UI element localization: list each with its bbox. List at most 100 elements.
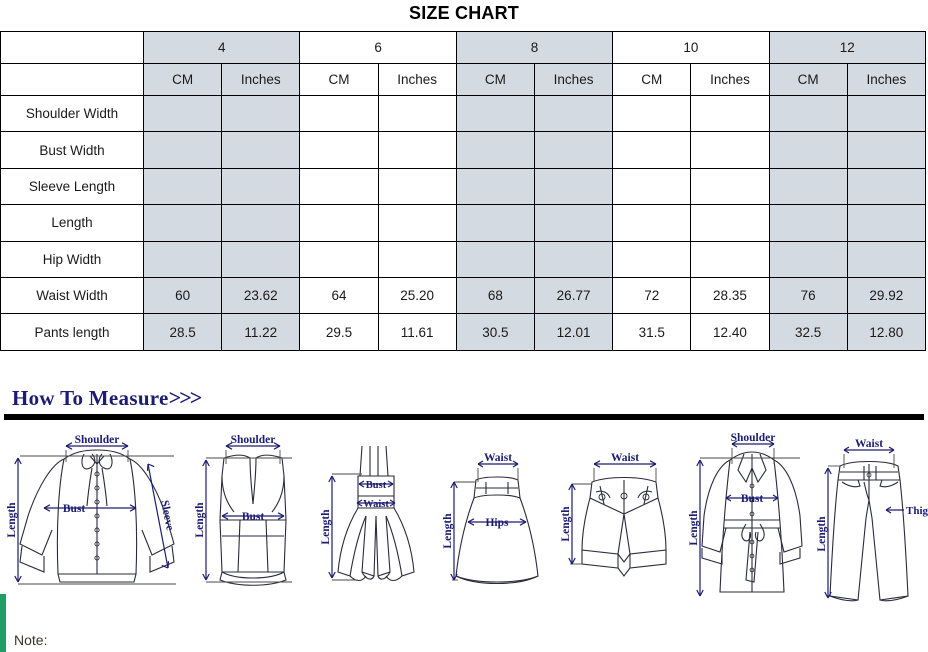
label-waist: Waist bbox=[363, 499, 389, 510]
cell bbox=[455, 204, 535, 242]
cell bbox=[221, 204, 301, 242]
cell bbox=[690, 131, 770, 169]
label-bust: Bust bbox=[63, 503, 86, 515]
cell bbox=[690, 240, 770, 278]
table-row: Length bbox=[0, 204, 926, 242]
cell bbox=[221, 167, 301, 206]
table-row: Waist Width 60 23.62 64 25.20 68 26.77 7… bbox=[0, 276, 926, 315]
cell bbox=[142, 94, 223, 133]
cell bbox=[377, 204, 457, 242]
label-length: Length bbox=[320, 509, 332, 545]
table-row: Sleeve Length bbox=[0, 167, 926, 206]
table-row-sizes: 4 6 8 10 12 bbox=[0, 31, 926, 64]
table-row-units: CM Inches CM Inches CM Inches CM Inches … bbox=[0, 63, 926, 96]
row-label: Length bbox=[0, 204, 144, 242]
label-sleeve: Sleeve bbox=[158, 499, 176, 531]
cell: 12.40 bbox=[690, 313, 770, 351]
table-corner-cell bbox=[0, 31, 144, 64]
chevron-right-icon: >>> bbox=[168, 385, 203, 410]
illustration-belted-coat: Shoulder Bust Length bbox=[686, 424, 814, 609]
illustration-band: Shoulder Bust Length Sleeve bbox=[0, 424, 928, 609]
unit-cm-6: CM bbox=[299, 63, 379, 96]
size-header-10: 10 bbox=[612, 31, 770, 64]
label-waist: Waist bbox=[611, 452, 639, 464]
unit-inches-6: Inches bbox=[377, 63, 457, 96]
cell bbox=[612, 94, 692, 133]
page-title: SIZE CHART bbox=[409, 3, 519, 23]
unit-cm-4: CM bbox=[142, 63, 223, 96]
cell: 76 bbox=[768, 276, 848, 315]
how-to-measure-section: How To Measure>>> bbox=[0, 383, 928, 420]
cell bbox=[142, 240, 223, 278]
cell bbox=[299, 94, 379, 133]
row-label: Hip Width bbox=[0, 240, 144, 278]
cell: 11.61 bbox=[377, 313, 457, 351]
cell bbox=[377, 167, 457, 206]
table-row: Shoulder Width bbox=[0, 94, 926, 133]
label-length: Length bbox=[194, 502, 206, 538]
accent-bar bbox=[0, 594, 6, 652]
cell bbox=[455, 94, 535, 133]
row-label: Sleeve Length bbox=[0, 167, 144, 206]
illustration-camisole-tank: Shoulder Bust Length bbox=[192, 424, 314, 609]
row-label: Shoulder Width bbox=[0, 94, 144, 133]
cell: 28.35 bbox=[690, 276, 770, 315]
table-row: Bust Width bbox=[0, 131, 926, 169]
label-length: Length bbox=[560, 506, 572, 542]
section-divider bbox=[4, 414, 924, 420]
cell: 72 bbox=[612, 276, 692, 315]
cell bbox=[690, 204, 770, 242]
cell bbox=[846, 94, 926, 133]
cell bbox=[533, 131, 614, 169]
cell: 32.5 bbox=[768, 313, 848, 351]
cell: 31.5 bbox=[612, 313, 692, 351]
cell bbox=[377, 240, 457, 278]
size-header-12: 12 bbox=[768, 31, 926, 64]
cell: 12.80 bbox=[846, 313, 926, 351]
cell bbox=[612, 240, 692, 278]
row-label: Bust Width bbox=[0, 131, 144, 169]
cell: 29.92 bbox=[846, 276, 926, 315]
illustration-a-line-skirt: Waist Hips Length bbox=[438, 424, 556, 609]
cell bbox=[533, 204, 614, 242]
illustration-blouse-with-bow: Shoulder Bust Length Sleeve bbox=[4, 424, 190, 609]
label-shoulder: Shoulder bbox=[231, 434, 276, 446]
cell: 26.77 bbox=[533, 276, 614, 315]
cell bbox=[142, 131, 223, 169]
table-row: Pants length 28.5 11.22 29.5 11.61 30.5 … bbox=[0, 313, 926, 351]
cell bbox=[612, 167, 692, 206]
cell bbox=[846, 167, 926, 206]
illustration-shorts: Waist Length bbox=[556, 424, 686, 609]
label-length: Length bbox=[688, 510, 700, 546]
label-waist: Waist bbox=[484, 452, 512, 464]
size-header-8: 8 bbox=[455, 31, 614, 64]
row-label: Waist Width bbox=[0, 276, 144, 315]
unit-cm-12: CM bbox=[768, 63, 848, 96]
cell: 12.01 bbox=[533, 313, 614, 351]
cell bbox=[768, 240, 848, 278]
cell bbox=[533, 240, 614, 278]
cell bbox=[768, 167, 848, 206]
cell bbox=[846, 131, 926, 169]
label-shoulder: Shoulder bbox=[731, 432, 776, 444]
cell bbox=[142, 204, 223, 242]
cell bbox=[377, 94, 457, 133]
cell bbox=[221, 240, 301, 278]
cell bbox=[768, 131, 848, 169]
unit-inches-10: Inches bbox=[690, 63, 770, 96]
cell: 28.5 bbox=[142, 313, 223, 351]
cell bbox=[690, 167, 770, 206]
cell bbox=[612, 204, 692, 242]
cell: 23.62 bbox=[221, 276, 301, 315]
row-label: Pants length bbox=[0, 313, 144, 351]
cell bbox=[299, 240, 379, 278]
cell: 25.20 bbox=[377, 276, 457, 315]
label-length: Length bbox=[6, 502, 18, 538]
cell bbox=[455, 240, 535, 278]
cell bbox=[768, 94, 848, 133]
cell bbox=[299, 204, 379, 242]
size-chart-table: 4 6 8 10 12 CM Inches CM Inches CM Inche… bbox=[0, 31, 926, 351]
cell: 60 bbox=[142, 276, 223, 315]
label-hips: Hips bbox=[485, 517, 509, 529]
